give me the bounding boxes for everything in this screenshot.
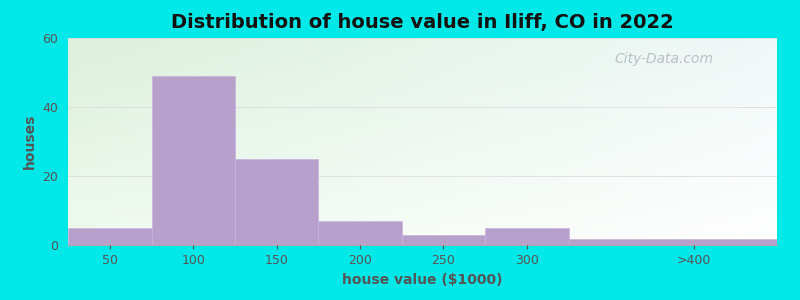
Bar — [68, 228, 151, 245]
Text: City-Data.com: City-Data.com — [614, 52, 713, 66]
Bar — [485, 228, 569, 245]
Title: Distribution of house value in Iliff, CO in 2022: Distribution of house value in Iliff, CO… — [171, 13, 674, 32]
Bar — [151, 76, 235, 245]
Bar — [318, 221, 402, 245]
X-axis label: house value ($1000): house value ($1000) — [342, 273, 503, 287]
Y-axis label: houses: houses — [23, 114, 37, 169]
Bar — [402, 235, 485, 245]
Bar — [235, 159, 318, 245]
Bar — [569, 238, 777, 245]
